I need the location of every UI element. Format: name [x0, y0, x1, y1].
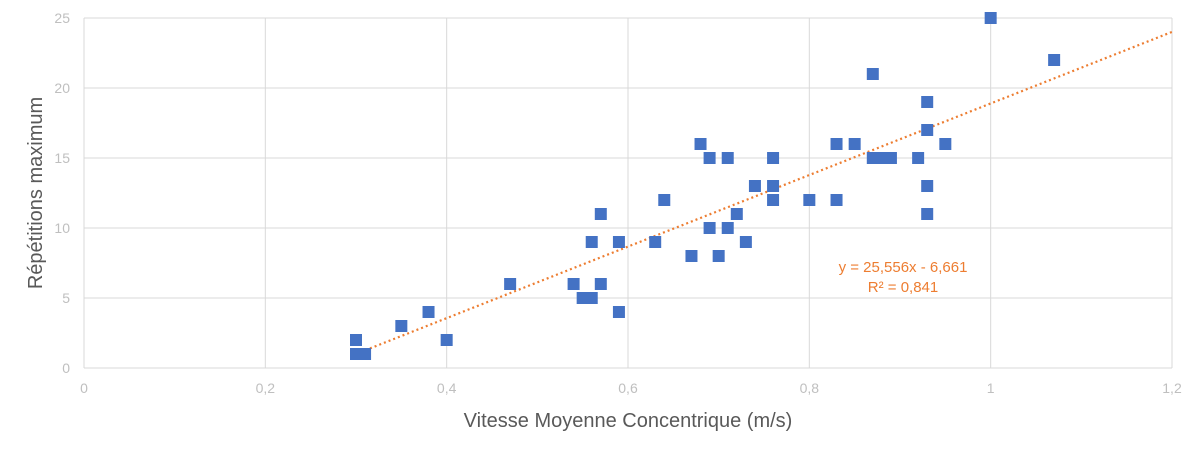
y-axis-ticks: 0 5 10 15 20 25: [54, 10, 70, 376]
data-point: [921, 124, 934, 136]
data-point: [848, 138, 861, 150]
data-point: [767, 180, 780, 192]
data-point: [921, 180, 934, 192]
data-point: [567, 278, 580, 290]
trendline: [355, 30, 1173, 355]
y-tick-label: 15: [54, 150, 70, 166]
data-point: [359, 348, 372, 360]
x-tick-label: 0,2: [256, 380, 276, 396]
x-axis-title: Vitesse Moyenne Concentrique (m/s): [464, 410, 793, 432]
data-point: [1048, 54, 1061, 66]
data-point: [830, 138, 843, 150]
data-point: [984, 12, 997, 24]
data-point: [875, 152, 888, 164]
y-tick-label: 20: [54, 80, 70, 96]
data-point: [866, 152, 879, 164]
x-axis-ticks: 0 0,2 0,4 0,6 0,8 1 1,2: [80, 380, 1182, 396]
data-point: [939, 138, 952, 150]
data-point: [921, 96, 934, 108]
data-point: [730, 208, 743, 220]
data-point: [703, 152, 716, 164]
data-point: [422, 306, 435, 318]
data-point: [694, 138, 707, 150]
data-point: [350, 348, 362, 360]
data-point: [866, 68, 879, 80]
data-point: [703, 222, 716, 234]
data-point: [585, 292, 598, 304]
data-point: [884, 152, 897, 164]
trendline-r2: R² = 0,841: [868, 279, 938, 296]
data-point: [748, 180, 761, 192]
data-point: [594, 278, 607, 290]
data-point: [721, 152, 734, 164]
y-tick-label: 10: [54, 220, 70, 236]
data-point: [658, 194, 671, 206]
x-tick-label: 0: [80, 380, 88, 396]
data-point: [395, 320, 408, 332]
data-point: [585, 236, 598, 248]
data-point: [721, 222, 734, 234]
data-point: [767, 152, 780, 164]
data-point: [612, 236, 625, 248]
data-point: [594, 208, 607, 220]
data-point: [712, 250, 725, 262]
x-tick-label: 0,4: [437, 380, 457, 396]
x-tick-label: 0,8: [800, 380, 820, 396]
data-point: [912, 152, 925, 164]
data-point: [440, 334, 453, 346]
data-point: [576, 292, 589, 304]
data-point: [739, 236, 752, 248]
y-tick-label: 5: [62, 290, 70, 306]
x-tick-label: 0,6: [618, 380, 638, 396]
data-point: [685, 250, 698, 262]
data-point: [830, 194, 843, 206]
y-tick-label: 25: [54, 10, 70, 26]
x-tick-label: 1: [987, 380, 995, 396]
data-point: [649, 236, 662, 248]
y-tick-label: 0: [62, 360, 70, 376]
data-point: [504, 278, 517, 290]
y-axis-title: Répétitions maximum: [25, 97, 47, 289]
data-point: [767, 194, 780, 206]
grid-lines: [83, 17, 1173, 369]
data-point: [350, 334, 362, 346]
data-point: [921, 208, 934, 220]
data-point: [803, 194, 816, 206]
data-point: [612, 306, 625, 318]
x-tick-label: 1,2: [1162, 380, 1182, 396]
trendline-equation: y = 25,556x - 6,661: [839, 259, 968, 276]
data-points: [350, 12, 1061, 360]
